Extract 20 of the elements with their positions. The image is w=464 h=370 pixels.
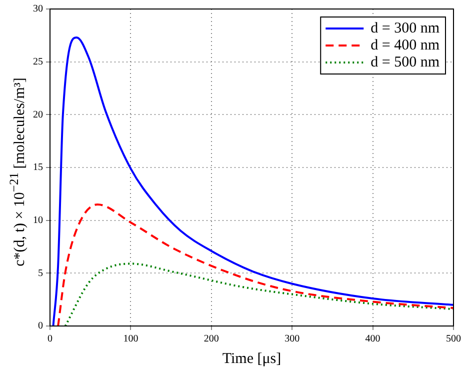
legend-label: d = 300 nm (370, 20, 440, 36)
line-series (64, 262, 454, 326)
y-tick-label: 15 (33, 162, 43, 174)
x-axis-title: Time [μs] (222, 350, 282, 367)
y-tick-label: 0 (38, 320, 43, 332)
x-tick-label: 200 (204, 334, 219, 345)
line-series (57, 203, 454, 326)
y-tick-label: 10 (33, 214, 43, 226)
x-tick-label: 0 (48, 334, 52, 345)
y-tick-label: 5 (38, 268, 43, 279)
y-tick-label: 20 (33, 109, 43, 120)
x-tick-label: 300 (284, 334, 300, 345)
y-tick-label: 30 (33, 4, 43, 15)
y-tick-label: 25 (33, 56, 43, 68)
line-series (52, 36, 454, 326)
x-tick-label: 400 (365, 334, 380, 345)
legend-label: d = 500 nm (370, 54, 440, 70)
x-tick-label: 100 (123, 334, 138, 345)
legend-label: d = 400 nm (370, 37, 440, 54)
x-tick-label: 500 (446, 334, 461, 345)
